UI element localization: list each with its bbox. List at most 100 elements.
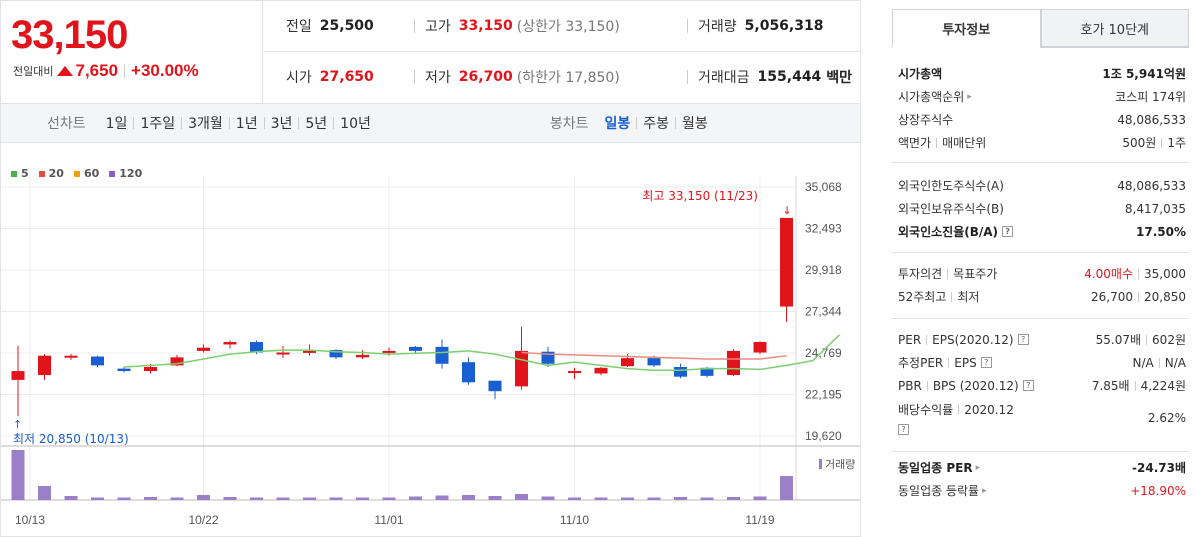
period-1w[interactable]: 1주일	[140, 116, 176, 132]
help-icon[interactable]: ?	[898, 424, 909, 435]
sector-change-label: 동일업종 등락률	[898, 484, 980, 498]
cap-rank-row[interactable]: 시가총액순위 ▸ 코스피 174위	[898, 85, 1186, 108]
prev-close-value: 25,500	[319, 18, 374, 34]
w52-high-value: 26,700	[1091, 289, 1133, 304]
volume-bar	[700, 497, 714, 500]
candle-body	[382, 350, 396, 353]
shares-row: 상장주식수 48,086,533	[898, 108, 1186, 131]
legend-swatch	[73, 170, 80, 177]
period-3m[interactable]: 3개월	[188, 116, 223, 132]
period-5y[interactable]: 5년	[305, 116, 328, 132]
market-cap-row: 시가총액 1조 5,941억원	[898, 62, 1186, 85]
turnover-cell: 거래대금 155,444 백만	[687, 67, 852, 87]
sector-change-row[interactable]: 동일업종 등락률 ▸ +18.90%	[898, 479, 1186, 502]
high-label: 고가	[425, 19, 451, 35]
candle-body	[621, 358, 634, 367]
divider	[951, 291, 953, 302]
par-label: 액면가	[898, 136, 932, 150]
period-3y[interactable]: 3년	[270, 116, 293, 132]
change-row: 전일대비 7,650 +30.00%	[13, 61, 199, 81]
divider	[1146, 334, 1148, 345]
legend-label: 120	[119, 167, 143, 180]
divider	[892, 162, 1189, 163]
divider	[675, 117, 677, 129]
period-10y[interactable]: 10년	[340, 116, 371, 132]
ma20-line	[521, 351, 787, 360]
divider	[133, 117, 135, 129]
target-value: 35,000	[1144, 266, 1186, 281]
bps-value: 4,224원	[1140, 379, 1186, 393]
divider	[892, 451, 1189, 452]
legend-label: 60	[83, 167, 100, 180]
current-price-box: 33,150 전일대비 7,650 +30.00%	[1, 1, 263, 103]
period-1y[interactable]: 1년	[235, 116, 258, 132]
candle-body	[462, 362, 475, 383]
help-icon[interactable]: ?	[1022, 380, 1034, 391]
volume-bar	[462, 495, 475, 500]
high-cell: 고가 33,150 (상한가 33,150)	[414, 16, 687, 36]
per-label: PER	[898, 332, 922, 347]
divider	[687, 69, 688, 84]
candle-body	[409, 346, 422, 351]
volume-bar	[11, 450, 25, 500]
volume-bar	[541, 496, 555, 500]
candle-daily[interactable]: 일봉	[604, 116, 631, 132]
sector-per-value: -24.73배	[1132, 461, 1186, 475]
market-cap-label: 시가총액	[898, 67, 943, 81]
divider	[1158, 357, 1160, 368]
candle-body	[515, 350, 528, 387]
y-tick-label: 22,195	[805, 388, 842, 402]
target-label: 목표주가	[953, 267, 998, 281]
legend-swatch	[11, 170, 17, 177]
x-tick-label: 11/19	[745, 513, 774, 527]
tab-order-book[interactable]: 호가 10단계	[1040, 9, 1189, 47]
open-value: 27,650	[319, 68, 374, 85]
w52-high-label: 52주최고	[898, 290, 947, 304]
volume-bar	[91, 497, 104, 500]
period-1d[interactable]: 1일	[105, 116, 128, 132]
volume-bar	[621, 497, 634, 500]
candle-body	[727, 350, 740, 376]
bps-label: BPS (2020.12)	[932, 378, 1019, 393]
y-tick-label: 27,344	[805, 305, 842, 319]
volume-cell: 거래량 5,056,318	[687, 16, 823, 36]
change-percent: +30.00%	[131, 61, 199, 80]
help-icon[interactable]: ?	[1017, 334, 1029, 345]
prev-close-cell: 전일 25,500	[264, 16, 414, 36]
est-per-value: N/A	[1132, 355, 1154, 370]
divider	[926, 334, 928, 345]
ma-legend: 5 20 60 120	[11, 167, 152, 180]
tab-investment-info[interactable]: 투자정보	[892, 9, 1041, 47]
candle-weekly[interactable]: 주봉	[643, 116, 670, 132]
volume-bar	[674, 497, 687, 500]
help-icon[interactable]: ?	[980, 357, 992, 368]
y-tick-label: 19,620	[805, 429, 842, 443]
sector-per-label: 동일업종 PER	[898, 461, 973, 475]
market-cap-value: 1조 5,941억원	[1102, 67, 1186, 81]
candle-monthly[interactable]: 월봉	[682, 116, 708, 132]
volume-bar	[38, 486, 51, 500]
change-amount: 7,650	[75, 61, 119, 80]
help-icon[interactable]: ?	[1002, 226, 1014, 237]
candle-body	[435, 346, 449, 364]
candle-body	[674, 367, 687, 377]
volume-value: 5,056,318	[744, 18, 824, 34]
est-per-label: 추정PER	[898, 356, 944, 370]
par-row: 액면가 매매단위 500원 1주	[898, 131, 1186, 154]
min-price-label: 최저 20,850 (10/13)	[13, 432, 129, 446]
x-tick-label: 10/13	[15, 513, 45, 527]
volume-bar	[250, 497, 263, 500]
eps-value: 602원	[1152, 333, 1186, 347]
legend-swatch	[38, 170, 45, 177]
candle-body	[144, 367, 157, 372]
par-value: 500원	[1122, 136, 1157, 150]
candlestick-chart[interactable]: 35,068 32,493 29,918 27,344 24,769 22,195 19,6…	[1, 176, 860, 536]
sector-per-row[interactable]: 동일업종 PER ▸ -24.73배	[898, 456, 1186, 479]
candle-body	[170, 357, 184, 366]
prev-close-label: 전일	[286, 19, 312, 35]
lower-limit: (하한가 17,850)	[516, 69, 620, 86]
opinion-value: 4.00매수	[1084, 267, 1133, 281]
candle-body	[250, 342, 263, 353]
volume-bar	[356, 497, 369, 500]
foreign-hold-value: 8,417,035	[1124, 201, 1186, 216]
